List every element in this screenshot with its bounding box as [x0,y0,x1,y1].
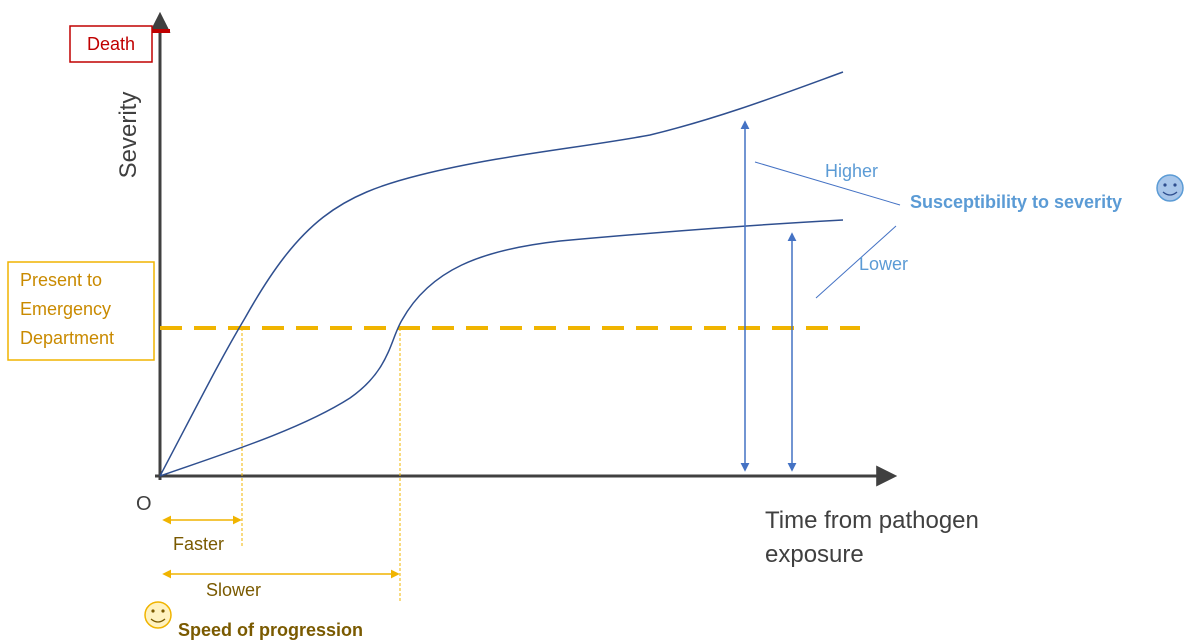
smiley-icon [144,601,172,629]
x-axis-label-line-2: exposure [765,541,864,568]
ed-label-line-2: Emergency [20,299,111,319]
origin-label: O [136,493,152,515]
speed-of-progression-title: Speed of progression [178,620,363,640]
ed-label-line-1: Present to [20,270,102,290]
lower-connector-line [815,225,897,299]
death-box [69,25,153,63]
smiley-icon [1156,174,1184,202]
upper-severity-curve [159,71,844,477]
susceptibility-title: Susceptibility to severity [910,192,1122,212]
x-axis-label-line-1: Time from pathogen [765,507,979,534]
higher-label: Higher [825,161,878,181]
higher-connector-line [754,161,901,206]
ed-label-line-3: Department [20,328,114,348]
emergency-department-box [7,261,155,361]
lower-severity-curve [159,219,844,477]
y-axis-label: Severity [115,92,142,179]
slower-label: Slower [206,580,261,600]
lower-label: Lower [859,254,908,274]
faster-label: Faster [173,534,224,554]
death-label: Death [87,34,135,54]
